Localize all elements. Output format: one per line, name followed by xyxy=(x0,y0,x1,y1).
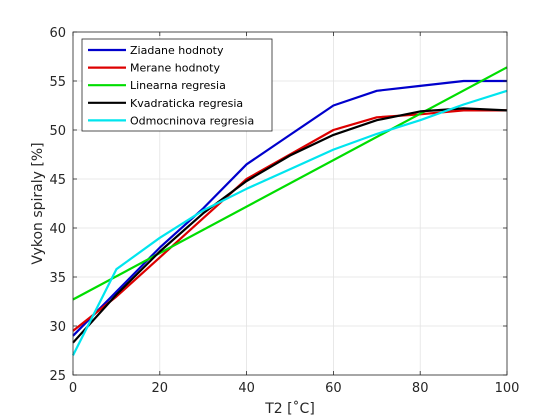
legend: Ziadane hodnoty Merane hodnoty Linearna re… xyxy=(81,38,273,132)
y-tick-label: 60 xyxy=(49,26,66,41)
y-tick-label: 55 xyxy=(49,75,66,90)
x-tick-label: 100 xyxy=(495,381,520,396)
legend-entry: Linearna regresia xyxy=(130,79,226,92)
x-tick-label: 40 xyxy=(238,381,255,396)
legend-entry: Merane hodnoty xyxy=(130,62,220,75)
series-line-3 xyxy=(72,66,508,301)
x-tick-label: 20 xyxy=(152,381,169,396)
y-axis-label: Vykon spiraly [%] xyxy=(30,142,46,264)
y-tick-label: 40 xyxy=(49,222,66,237)
plot-frame xyxy=(72,31,508,376)
legend-entry: Kvadraticka regresia xyxy=(130,97,243,110)
x-tick-label: 0 xyxy=(69,381,77,396)
series-line-1 xyxy=(72,79,507,337)
y-tick-label: 35 xyxy=(49,271,66,286)
axes: 0 20 40 60 80 100 25 30 35 40 45 50 55 60 xyxy=(49,26,519,396)
series-line-4 xyxy=(72,107,508,344)
x-tick-label: 80 xyxy=(412,381,429,396)
y-tick-label: 50 xyxy=(49,124,66,139)
y-tick-label: 45 xyxy=(49,173,66,188)
y-tick-label: 30 xyxy=(49,320,66,335)
y-tick-label: 25 xyxy=(49,369,66,384)
series-line-5 xyxy=(72,89,508,356)
legend-entry: Odmocninova regresia xyxy=(130,114,254,127)
legend-entry: Ziadane hodnoty xyxy=(130,44,224,57)
series-lines xyxy=(72,66,508,356)
x-axis-label: T2 [˚C] xyxy=(264,400,315,417)
x-tick-label: 60 xyxy=(325,381,342,396)
